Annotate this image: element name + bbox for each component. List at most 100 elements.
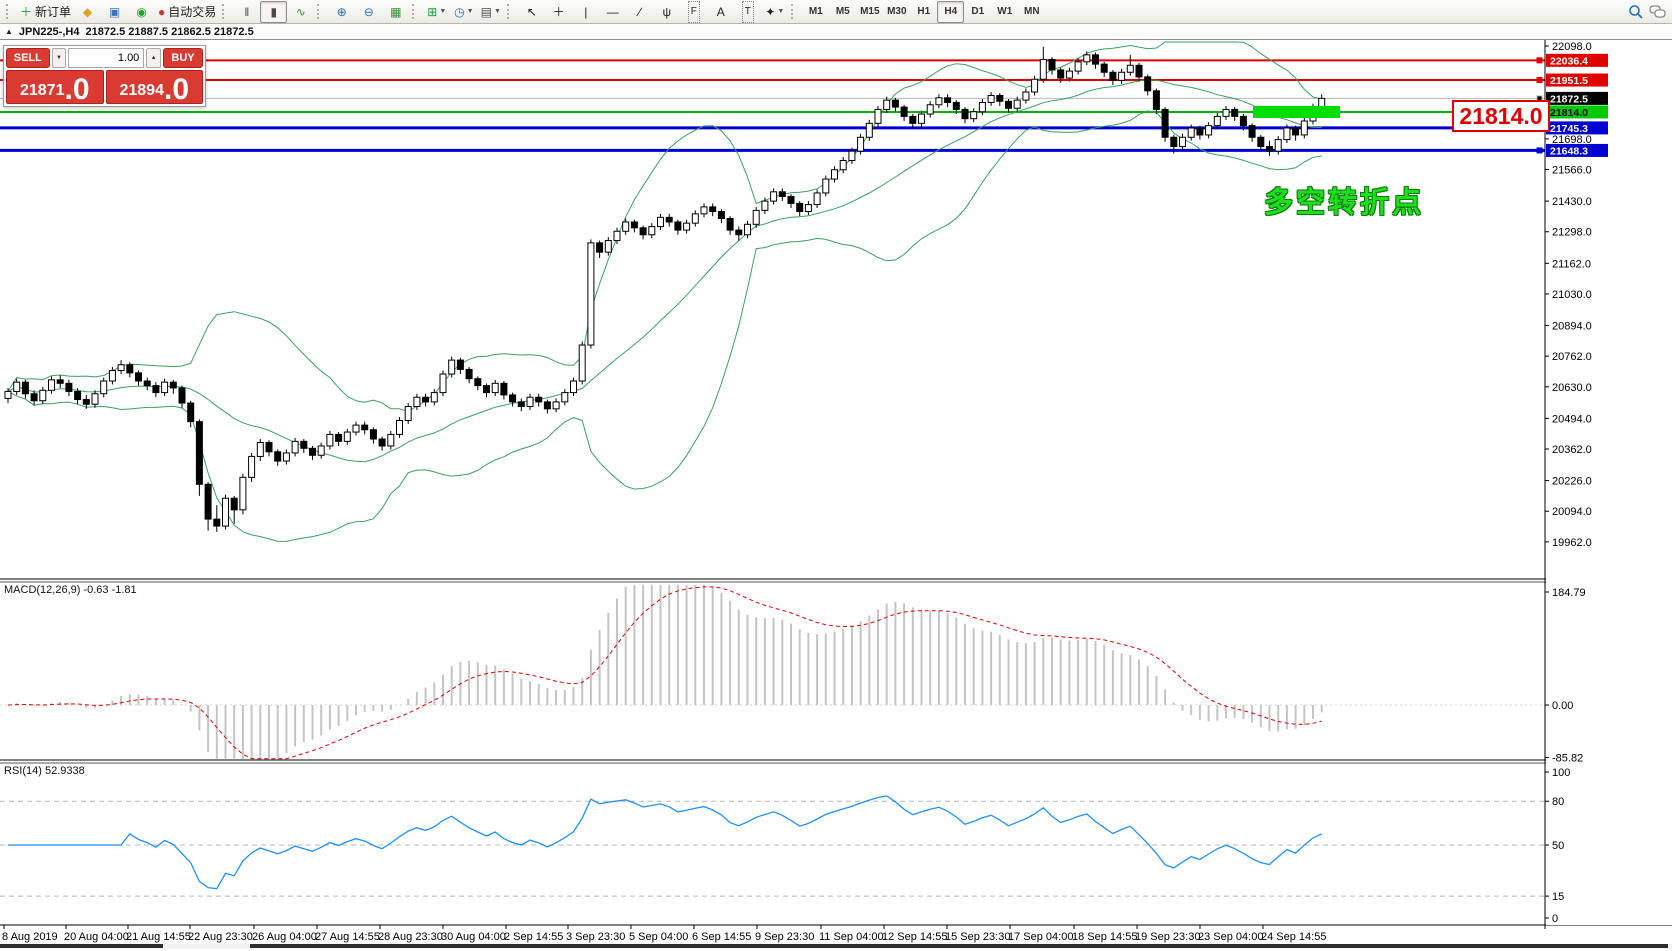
svg-text:12 Sep 14:55: 12 Sep 14:55 xyxy=(882,931,947,943)
chart-expand-icon[interactable]: ▲ xyxy=(5,27,13,36)
chevron-down-icon: ▼ xyxy=(466,7,474,15)
svg-text:0: 0 xyxy=(1552,913,1558,925)
toolbar-grip xyxy=(6,4,12,19)
chevron-down-icon: ▼ xyxy=(777,7,785,15)
timeframe-h4-button[interactable]: H4 xyxy=(937,0,965,23)
rsi-pane xyxy=(0,795,1545,897)
timeframe-m5-button[interactable]: M5 xyxy=(829,1,856,23)
buy-price-panel[interactable]: 21894.0 xyxy=(105,70,203,104)
svg-text:21162.0: 21162.0 xyxy=(1552,258,1591,270)
svg-text:27 Aug 14:55: 27 Aug 14:55 xyxy=(315,931,380,943)
toolbar-grip xyxy=(412,4,418,19)
svg-text:21745.3: 21745.3 xyxy=(1550,123,1588,135)
svg-text:80: 80 xyxy=(1552,796,1564,808)
svg-text:19 Sep 23:30: 19 Sep 23:30 xyxy=(1135,931,1200,943)
autotrading-button[interactable]: ● 自动交易 xyxy=(155,1,219,23)
svg-text:21566.0: 21566.0 xyxy=(1552,165,1592,177)
svg-text:22098.0: 22098.0 xyxy=(1552,41,1592,53)
chevron-down-icon: ▼ xyxy=(439,7,447,15)
andrews-pitchfork-icon: ψ xyxy=(662,4,672,19)
candlestick-chart-button[interactable]: ▮ xyxy=(260,0,288,23)
templates-icon: ▤ xyxy=(480,4,492,19)
sell-price-panel[interactable]: 21871.0 xyxy=(6,70,104,104)
cursor-button[interactable]: ↖ xyxy=(518,1,545,23)
volume-decrease-button[interactable]: ▼ xyxy=(51,48,67,68)
periods-icon: ◷ xyxy=(454,4,465,19)
svg-text:8 Aug 2019: 8 Aug 2019 xyxy=(2,931,58,943)
svg-text:2 Sep 14:55: 2 Sep 14:55 xyxy=(504,931,563,943)
volume-increase-button[interactable]: ▲ xyxy=(146,48,161,68)
new-order-button[interactable]: ＋新订单 xyxy=(17,1,74,23)
crosshair-button[interactable]: ＋ xyxy=(545,1,572,23)
horizontal-line-button[interactable]: — xyxy=(599,1,626,23)
text-icon: A xyxy=(716,4,725,19)
zoom-in-button[interactable]: ⊕ xyxy=(328,1,355,23)
main-toolbar: ＋新订单 ◆ ▣ ◉ ● 自动交易 ‖ ▮ ∿ ⊕ ⊖ ▦ ⊞ ▼ ◷ ▼ ▤ ▼ ↖ ＋ | — ∕ ψ F A T ✦ ▼ M1 M5 M… xyxy=(0,0,1672,24)
svg-text:5 Sep 04:00: 5 Sep 04:00 xyxy=(629,931,688,943)
timeframe-m1-button[interactable]: M1 xyxy=(802,1,829,23)
svg-text:22 Aug 23:30: 22 Aug 23:30 xyxy=(188,931,253,943)
green-highlight-zone xyxy=(1253,105,1340,118)
svg-text:26 Aug 04:00: 26 Aug 04:00 xyxy=(252,931,317,943)
timeframe-m30-button[interactable]: M30 xyxy=(883,1,910,23)
chat-icon[interactable] xyxy=(1647,2,1669,22)
arrows-button[interactable]: ✦ ▼ xyxy=(761,1,788,23)
svg-text:28 Aug 23:30: 28 Aug 23:30 xyxy=(378,931,443,943)
timeframe-mn-icon: MN xyxy=(1024,5,1040,17)
horizontal-scrollbar[interactable] xyxy=(0,944,1672,949)
svg-text:30 Aug 04:00: 30 Aug 04:00 xyxy=(441,931,506,943)
svg-text:21030.0: 21030.0 xyxy=(1552,289,1592,301)
toolbar-grip xyxy=(317,4,323,19)
zoom-out-icon: ⊖ xyxy=(363,4,374,19)
andrews-pitchfork-button[interactable]: ψ xyxy=(653,1,680,23)
sell-button[interactable]: SELL xyxy=(6,48,50,68)
periods-button[interactable]: ◷ ▼ xyxy=(450,1,477,23)
bar-chart-button[interactable]: ‖ xyxy=(233,1,260,23)
trendline-button[interactable]: ∕ xyxy=(626,1,653,23)
price-axis-badges: 22036.4 21951.5 21872.5 21814.0 21745.3 21648… xyxy=(1536,53,1608,157)
macd-pane xyxy=(0,584,1545,760)
text-label-button[interactable]: T xyxy=(734,0,761,23)
price-callout-box[interactable]: 21814.0 xyxy=(1452,100,1550,132)
bar-chart-icon: ‖ xyxy=(244,4,250,19)
vertical-line-icon: | xyxy=(584,4,588,19)
timeframe-w1-button[interactable]: W1 xyxy=(991,1,1018,23)
timeframe-m15-button[interactable]: M15 xyxy=(856,1,883,23)
timeframe-mn-button[interactable]: MN xyxy=(1018,1,1045,23)
svg-text:17 Sep 04:00: 17 Sep 04:00 xyxy=(1008,931,1073,943)
fibonacci-button[interactable]: F xyxy=(680,0,707,23)
tile-windows-button[interactable]: ▦ xyxy=(382,1,409,23)
templates-button[interactable]: ▤ ▼ xyxy=(477,1,504,23)
svg-text:21698.0: 21698.0 xyxy=(1552,134,1592,146)
svg-text:20630.0: 20630.0 xyxy=(1552,382,1592,394)
volume-input[interactable] xyxy=(68,48,145,68)
virtual-hosting-button[interactable]: ▣ xyxy=(101,1,128,23)
search-icon[interactable] xyxy=(1625,2,1647,22)
vertical-line-button[interactable]: | xyxy=(572,1,599,23)
svg-text:24 Sep 14:55: 24 Sep 14:55 xyxy=(1261,931,1326,943)
text-button[interactable]: A xyxy=(707,1,734,23)
signals-button[interactable]: ◉ xyxy=(128,1,155,23)
timeframe-d1-button[interactable]: D1 xyxy=(964,1,991,23)
toolbar-grip xyxy=(791,4,797,19)
timeframe-d1-icon: D1 xyxy=(971,5,985,17)
svg-text:18 Sep 14:55: 18 Sep 14:55 xyxy=(1072,931,1137,943)
timeframe-h4-icon: H4 xyxy=(944,5,958,17)
timeframe-w1-icon: W1 xyxy=(997,5,1013,17)
chevron-down-icon: ▼ xyxy=(494,7,501,15)
svg-text:21648.3: 21648.3 xyxy=(1550,145,1588,157)
chart-canvas[interactable]: 22098.0 21698.0 21566.0 21430.0 21298.0 21162… xyxy=(0,40,1672,951)
buy-button[interactable]: BUY xyxy=(162,48,203,68)
svg-text:21298.0: 21298.0 xyxy=(1552,227,1592,239)
line-chart-button[interactable]: ∿ xyxy=(287,1,314,23)
line-chart-icon: ∿ xyxy=(295,4,306,19)
zoom-in-icon: ⊕ xyxy=(336,4,347,19)
chart-symbol-period: JPN225-,H4 xyxy=(18,25,80,38)
zoom-out-button[interactable]: ⊖ xyxy=(355,1,382,23)
timeframe-h1-button[interactable]: H1 xyxy=(910,1,937,23)
indicators-button[interactable]: ⊞ ▼ xyxy=(423,1,450,23)
mql5-market-button[interactable]: ◆ xyxy=(74,1,101,23)
svg-text:20494.0: 20494.0 xyxy=(1552,413,1592,425)
